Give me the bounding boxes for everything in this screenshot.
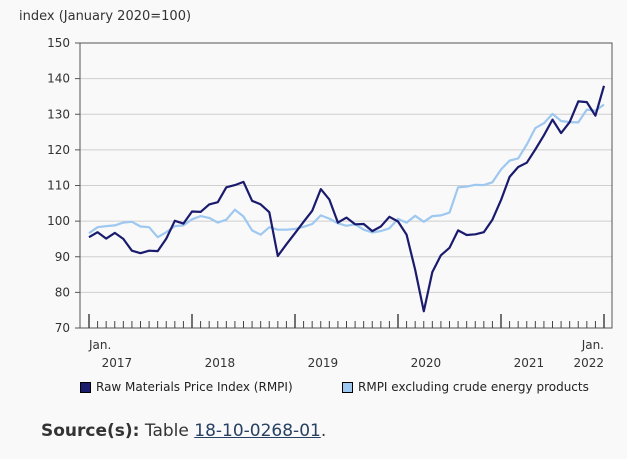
legend-item-rmpi-excluding-crude[interactable]: RMPI excluding crude energy products — [342, 380, 589, 394]
y-tick-label-100: 100 — [47, 214, 70, 228]
y-gridlines — [80, 78, 612, 293]
x-tick-label-60: Jan. — [581, 338, 604, 352]
y-axis-title: index (January 2020=100) — [19, 9, 191, 24]
x-year-label-2020: 2020 — [411, 356, 442, 370]
y-tick-label-80: 80 — [55, 285, 70, 299]
source-suffix: . — [320, 421, 327, 441]
legend: Raw Materials Price Index (RMPI) RMPI ex… — [80, 380, 620, 398]
legend-label-rmpi-excluding-crude: RMPI excluding crude energy products — [358, 380, 589, 394]
source-note: Source(s): Table 18-10-0268-01. — [41, 421, 326, 441]
legend-item-rmpi[interactable]: Raw Materials Price Index (RMPI) — [80, 380, 293, 394]
y-tick-label-150: 150 — [47, 36, 70, 50]
y-tick-label-120: 120 — [47, 143, 70, 157]
y-tick-label-130: 130 — [47, 107, 70, 121]
x-year-label-2019: 2019 — [308, 356, 339, 370]
x-tick-label-0: Jan. — [88, 338, 111, 352]
series-line-rmpi-excluding-crude — [88, 103, 605, 239]
y-tick-label-90: 90 — [55, 250, 70, 264]
source-prefix: Table — [144, 421, 189, 441]
legend-label-rmpi: Raw Materials Price Index (RMPI) — [96, 380, 293, 394]
y-tick-label-140: 140 — [47, 72, 70, 86]
series-line-rmpi — [88, 85, 606, 313]
x-axis: Jan. Jan. 2017 2018 2019 2020 2021 2022 — [88, 314, 605, 370]
x-year-label-2018: 2018 — [205, 356, 236, 370]
source-table-link[interactable]: 18-10-0268-01 — [194, 421, 321, 441]
x-year-label-2021: 2021 — [514, 356, 545, 370]
x-year-label-2022: 2022 — [573, 356, 604, 370]
y-axis: 70 80 90 100 110 120 130 140 150 — [47, 36, 80, 335]
x-year-label-2017: 2017 — [102, 356, 133, 370]
y-tick-label-110: 110 — [47, 179, 70, 193]
legend-swatch-rmpi — [80, 381, 91, 393]
source-label: Source(s): — [41, 421, 140, 441]
series-lines — [88, 85, 606, 313]
y-tick-label-70: 70 — [55, 321, 70, 335]
legend-swatch-rmpi-excluding-crude — [342, 381, 353, 393]
